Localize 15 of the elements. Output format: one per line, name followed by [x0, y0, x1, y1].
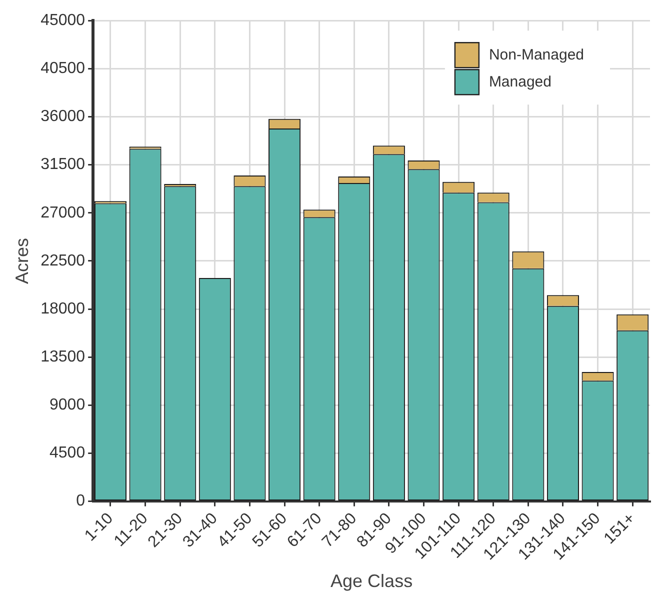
y-tick-label: 27000 — [40, 204, 86, 222]
y-tick-label: 36000 — [40, 108, 86, 126]
y-tick-label: 4500 — [50, 444, 86, 462]
y-tick-label: 31500 — [40, 156, 86, 174]
legend-label: Non-Managed — [488, 46, 584, 64]
x-axis-title: Age Class — [330, 571, 413, 592]
y-tick-label: 18000 — [40, 300, 86, 318]
y-tick-label: 0 — [76, 492, 86, 510]
y-tick-label: 22500 — [40, 252, 86, 270]
y-tick-label: 45000 — [40, 12, 86, 30]
legend-label: Managed — [488, 74, 552, 91]
y-tick-label: 13500 — [40, 348, 86, 366]
y-axis-title: Acres — [12, 238, 32, 284]
y-tick-label: 9000 — [50, 396, 86, 414]
y-tick-label: 40500 — [40, 60, 86, 78]
